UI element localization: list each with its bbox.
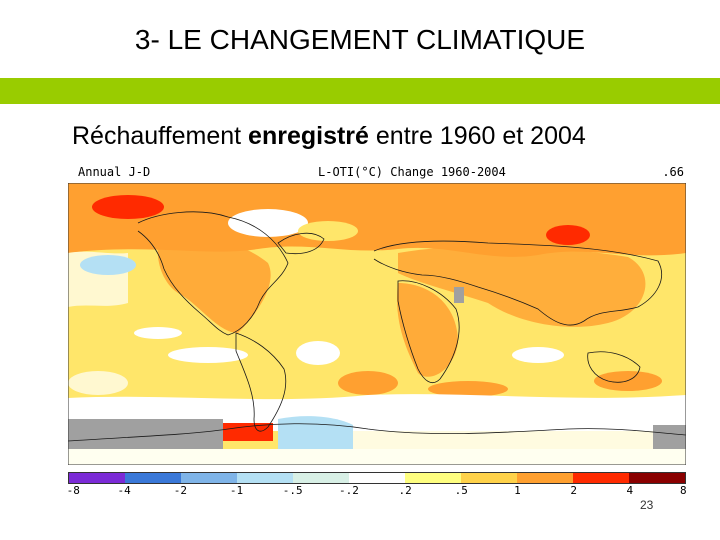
color-scale-label: -4 bbox=[117, 484, 131, 497]
color-scale-label: -8 bbox=[66, 484, 80, 497]
map-header-title: L-OTI(°C) Change 1960-2004 bbox=[318, 165, 506, 179]
slide-title: 3- LE CHANGEMENT CLIMATIQUE bbox=[134, 24, 586, 55]
color-scale-label: .5 bbox=[454, 484, 468, 497]
map-header-period: Annual J-D bbox=[78, 165, 151, 179]
color-scale-segment bbox=[573, 473, 629, 483]
temperature-change-map bbox=[68, 183, 686, 465]
color-scale-bar bbox=[68, 472, 686, 484]
color-scale-segment bbox=[629, 473, 685, 483]
color-scale-label: -1 bbox=[229, 484, 244, 497]
title-accent-bar bbox=[0, 78, 720, 104]
map-header-global-mean: .66 bbox=[662, 165, 684, 179]
color-scale-segment bbox=[125, 473, 181, 483]
color-scale-label: 2 bbox=[570, 484, 577, 497]
color-scale-segment bbox=[517, 473, 573, 483]
color-scale-label: -.2 bbox=[338, 484, 359, 497]
page-number: 23 bbox=[640, 498, 654, 512]
color-scale-label: -.5 bbox=[282, 484, 303, 497]
color-scale-label: .2 bbox=[398, 484, 412, 497]
color-scale-segment bbox=[349, 473, 405, 483]
color-scale-segment bbox=[237, 473, 293, 483]
slide-subtitle: Réchauffement enregistré entre 1960 et 2… bbox=[72, 122, 586, 151]
color-scale-segment bbox=[405, 473, 461, 483]
color-scale-label: 8 bbox=[680, 484, 687, 497]
color-scale-labels: -8 -4 -2 -1 -.5 -.2 .2 .5 1 2 4 8 bbox=[66, 484, 687, 500]
subtitle-text-end: entre 1960 et 2004 bbox=[368, 122, 586, 150]
subtitle-text-start: Réchauffement bbox=[72, 122, 249, 150]
color-scale-label: 4 bbox=[626, 484, 634, 497]
world-map-image bbox=[68, 183, 686, 465]
map-header: Annual J-D L-OTI(°C) Change 1960-2004 .6… bbox=[68, 165, 686, 183]
color-scale-segment bbox=[181, 473, 237, 483]
color-scale-label: -2 bbox=[173, 484, 187, 497]
color-scale-label: 1 bbox=[514, 484, 521, 497]
color-scale-segment bbox=[69, 473, 125, 483]
subtitle-text-bold: enregistré bbox=[248, 122, 369, 150]
color-scale-segment bbox=[293, 473, 349, 483]
color-scale-segment bbox=[461, 473, 517, 483]
